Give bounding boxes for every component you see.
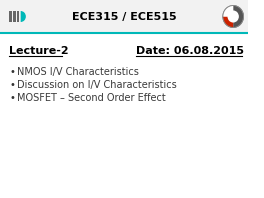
Bar — [17, 11, 19, 22]
Wedge shape — [223, 16, 233, 28]
Text: •: • — [10, 93, 15, 103]
Wedge shape — [223, 6, 233, 16]
Text: Lecture-2: Lecture-2 — [10, 46, 69, 56]
Bar — [13, 11, 16, 22]
Circle shape — [223, 6, 243, 28]
Text: •: • — [10, 80, 15, 90]
Text: Discussion on I/V Characteristics: Discussion on I/V Characteristics — [17, 80, 177, 90]
Bar — [10, 11, 12, 22]
Text: ECE315 / ECE515: ECE315 / ECE515 — [72, 11, 176, 22]
Bar — [0, 0, 248, 33]
Text: NMOS I/V Characteristics: NMOS I/V Characteristics — [17, 67, 139, 77]
Wedge shape — [233, 6, 243, 28]
Circle shape — [228, 10, 239, 23]
Text: Date: 06.08.2015: Date: 06.08.2015 — [136, 46, 244, 56]
Wedge shape — [21, 11, 26, 22]
Text: MOSFET – Second Order Effect: MOSFET – Second Order Effect — [17, 93, 166, 103]
Text: •: • — [10, 67, 15, 77]
